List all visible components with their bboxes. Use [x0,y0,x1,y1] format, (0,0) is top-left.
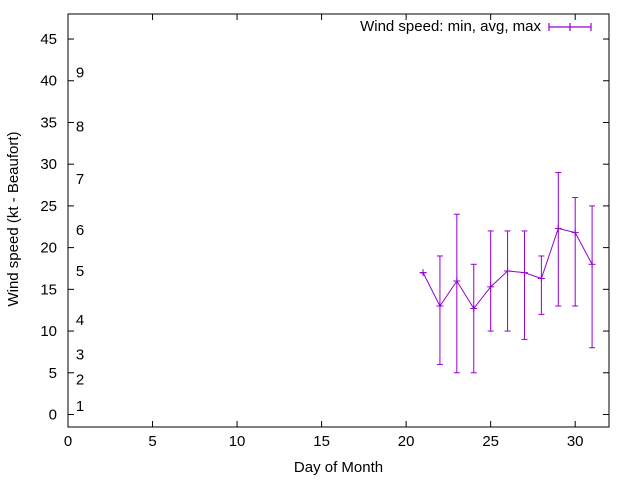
legend-label: Wind speed: min, avg, max [360,18,541,35]
beaufort-label: 1 [76,398,84,415]
x-tick-label: 30 [567,433,584,450]
y-tick-label: 45 [40,31,57,48]
y-tick-label: 15 [40,281,57,298]
x-tick-label: 10 [229,433,246,450]
x-tick-label: 0 [64,433,72,450]
y-tick-label: 5 [49,365,57,382]
x-tick-label: 15 [313,433,330,450]
beaufort-label: 8 [76,119,84,136]
y-tick-label: 35 [40,114,57,131]
y-tick-label: 0 [49,406,57,423]
beaufort-label: 9 [76,64,84,81]
beaufort-labels: 1 2 3 4 5 6 7 8 9 [76,64,84,415]
beaufort-label: 3 [76,346,84,363]
x-tick-label: 20 [398,433,415,450]
y-tick-label: 40 [40,73,57,90]
x-tick-label: 5 [148,433,156,450]
avg-series-line [422,227,593,310]
y-axis-label: Wind speed (kt - Beaufort) [5,131,22,306]
y-tick-label: 20 [40,240,57,257]
beaufort-label: 6 [76,222,84,239]
y-tick-label: 10 [40,323,57,340]
x-tick-label: 25 [482,433,499,450]
beaufort-label: 7 [76,171,84,188]
y-tick-label: 30 [40,156,57,173]
beaufort-label: 4 [76,312,84,329]
beaufort-label: 5 [76,263,84,280]
plot-frame [67,13,610,428]
legend: Wind speed: min, avg, max [360,18,592,35]
series-layer [419,172,596,374]
x-axis-label: Day of Month [294,459,383,476]
y-tick-label: 25 [40,198,57,215]
beaufort-label: 2 [76,371,84,388]
